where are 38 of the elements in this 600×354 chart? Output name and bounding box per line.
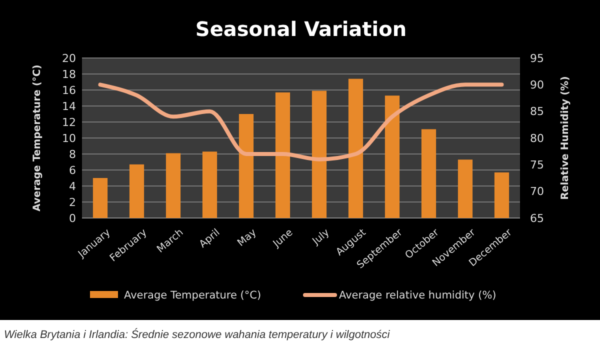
y2-axis-title: Relative Humidity (%) <box>560 76 571 200</box>
y-tick-label: 8 <box>69 148 76 161</box>
y2-tick-label: 90 <box>530 78 544 92</box>
text: Wielka Brytania i Irlandia: Średnie sezonowe wahania temperatury i wilgotności <box>4 328 390 341</box>
bar <box>494 172 510 218</box>
bar <box>348 78 364 218</box>
chart-title: Seasonal Variation <box>195 17 407 41</box>
line-series <box>98 82 504 162</box>
bar <box>275 92 290 218</box>
x-tick-label: May <box>236 227 259 249</box>
legend-label: Average Temperature (°C) <box>124 290 262 302</box>
y-tick-label: 10 <box>62 132 76 145</box>
y2-tick-label: 70 <box>530 185 544 198</box>
bar <box>92 178 108 218</box>
y2-tick-label: 95 <box>530 52 544 65</box>
bar <box>129 164 144 218</box>
bar <box>458 160 473 218</box>
bar <box>166 153 181 218</box>
y-tick-label: 16 <box>62 84 76 97</box>
y-tick-label: 0 <box>69 212 76 225</box>
bar <box>202 152 218 218</box>
y-tick-label: 18 <box>62 68 76 81</box>
bar <box>421 129 436 218</box>
bar <box>384 96 400 218</box>
bar <box>238 114 254 218</box>
legend-label: Average relative humidity (%) <box>339 290 496 302</box>
y-tick-label: 14 <box>62 100 76 113</box>
y-tick-label: 12 <box>62 116 76 129</box>
y2-tick-label: 65 <box>530 212 544 225</box>
y-axis-title: Average Temperature (°C) <box>32 64 43 212</box>
y-tick-label: 2 <box>69 196 76 209</box>
bar <box>312 90 327 218</box>
y2-tick-label: 75 <box>530 158 544 172</box>
y-tick-label: 20 <box>62 52 76 65</box>
y2-tick-label: 85 <box>530 105 544 118</box>
y-tick-label: 6 <box>69 164 76 177</box>
y-tick-label: 4 <box>69 180 76 193</box>
y2-tick-label: 80 <box>530 132 544 145</box>
